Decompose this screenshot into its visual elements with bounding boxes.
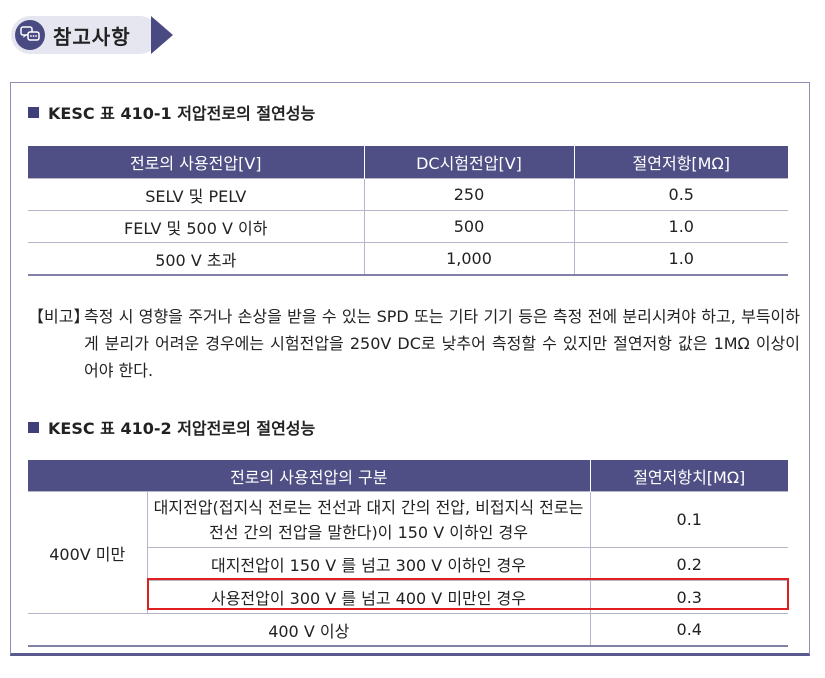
section-header: 참고사항: [11, 16, 174, 54]
col-header-test-voltage: DC시험전압[V]: [363, 146, 574, 179]
section2-title: KESC 표 410-2 저압전로의 절연성능: [48, 419, 316, 438]
insulation-table-410-2: 전로의 사용전압의 구분 절연저항치[MΩ] 400V 미만 대지전압(접지식 …: [28, 460, 788, 647]
chat-bubbles-icon: [15, 20, 45, 50]
table-row: 500 V 초과 1,000 1.0: [28, 242, 788, 276]
cell-resistance: 0.2: [589, 547, 788, 581]
col-header-voltage: 전로의 사용전압[V]: [28, 146, 364, 179]
table-row: 400V 미만 대지전압(접지식 전로는 전선과 대지 간의 전압, 비접지식 …: [28, 491, 788, 614]
cell-resistance: 1.0: [573, 210, 788, 243]
highlight-box: [147, 578, 789, 610]
cell-test-voltage: 1,000: [363, 242, 574, 276]
header-arrow: [151, 16, 173, 54]
section1-heading: KESC 표 410-1 저압전로의 절연성능: [28, 100, 315, 124]
bullet-square-icon: [28, 107, 39, 118]
col-header-resistance: 절연저항[MΩ]: [573, 146, 788, 179]
remark-label: 【비고】: [28, 307, 90, 326]
section2-heading: KESC 표 410-2 저압전로의 절연성능: [28, 415, 315, 439]
cell-resistance: 0.4: [589, 613, 788, 647]
bullet-square-icon: [28, 422, 39, 433]
cell-condition: 대지전압(접지식 전로는 전선과 대지 간의 전압, 비접지식 전로는 전선 간…: [146, 491, 590, 548]
table-row: 대지전압이 150 V 를 넘고 300 V 이하인 경우 0.2: [28, 547, 788, 581]
group-label: 400V 미만: [28, 491, 147, 614]
table-row: FELV 및 500 V 이하 500 1.0: [28, 210, 788, 243]
content-frame: [10, 82, 810, 656]
cell-test-voltage: 250: [363, 178, 574, 211]
cell-condition: 대지전압이 150 V 를 넘고 300 V 이하인 경우: [146, 547, 590, 581]
cell-resistance: 0.5: [573, 178, 788, 211]
cell-voltage: FELV 및 500 V 이하: [28, 210, 364, 243]
table-row: 400 V 이상 0.4: [28, 613, 788, 647]
remark-text: 측정 시 영향을 주거나 손상을 받을 수 있는 SPD 또는 기타 기기 등은…: [84, 307, 800, 380]
col-header-voltage-class: 전로의 사용전압의 구분: [28, 460, 590, 492]
cell-test-voltage: 500: [363, 210, 574, 243]
col-header-resistance: 절연저항치[MΩ]: [589, 460, 788, 492]
cell-resistance: 0.3: [589, 580, 788, 614]
cell-resistance: 1.0: [573, 242, 788, 276]
cell-voltage: 500 V 초과: [28, 242, 364, 276]
insulation-table-410-1: 전로의 사용전압[V] DC시험전압[V] 절연저항[MΩ] SELV 및 PE…: [28, 146, 788, 276]
cell-resistance: 0.1: [589, 491, 788, 548]
section1-title: KESC 표 410-1 저압전로의 절연성능: [48, 104, 316, 123]
cell-condition: 사용전압이 300 V 를 넘고 400 V 미만인 경우: [146, 580, 590, 614]
table-row: SELV 및 PELV 250 0.5: [28, 178, 788, 211]
cell-condition: 400 V 이상: [28, 613, 590, 647]
table-row-highlighted: 사용전압이 300 V 를 넘고 400 V 미만인 경우 0.3: [28, 580, 788, 614]
header-title: 참고사항: [53, 25, 131, 49]
cell-voltage: SELV 및 PELV: [28, 178, 364, 211]
